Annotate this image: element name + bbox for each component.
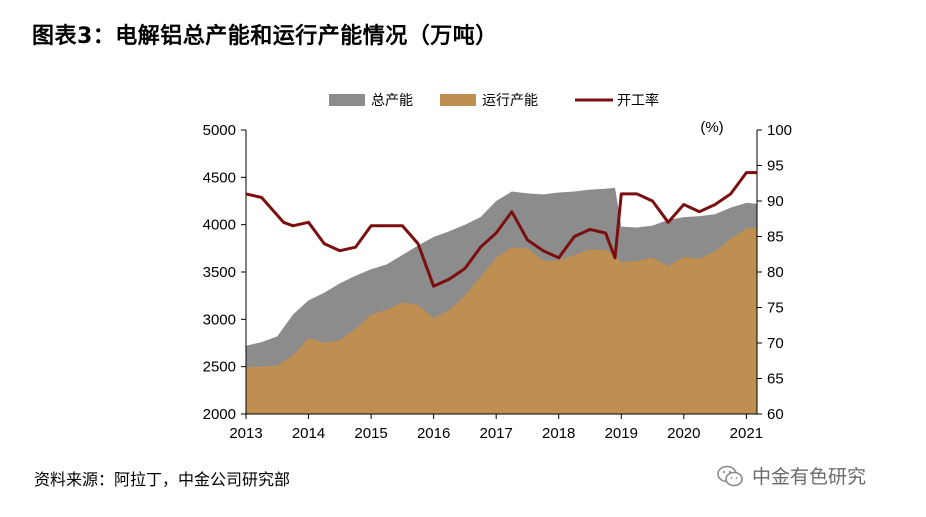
y-left-tick-label: 3000 <box>203 311 236 328</box>
x-tick-label: 2018 <box>542 425 575 442</box>
y-left-tick-label: 5000 <box>203 122 236 139</box>
x-tick-label: 2014 <box>292 425 325 442</box>
area-series-1 <box>246 227 757 414</box>
watermark-text: 中金有色研究 <box>752 466 867 488</box>
legend-swatch-1 <box>440 94 476 106</box>
y-right-tick-label: 60 <box>767 406 784 423</box>
x-tick-label: 2015 <box>354 425 387 442</box>
watermark: 中金有色研究 <box>716 462 866 489</box>
y-right-tick-label: 95 <box>767 158 784 175</box>
plot-areas <box>246 187 757 414</box>
y-right-tick-label: 70 <box>767 335 784 352</box>
y-right-tick-label: 85 <box>767 229 784 246</box>
y-left-tick-label: 4000 <box>203 217 236 234</box>
y-left-tick-label: 4500 <box>203 169 236 186</box>
x-tick-label: 2017 <box>479 425 512 442</box>
y-right-tick-label: 90 <box>767 193 784 210</box>
y-left-tick-label: 2000 <box>203 406 236 423</box>
x-tick-label: 2013 <box>229 425 262 442</box>
y-right-tick-label: 65 <box>767 371 784 388</box>
chart-title: 图表3：电解铝总产能和运行产能情况（万吨） <box>32 24 498 49</box>
x-tick-label: 2020 <box>667 425 700 442</box>
legend-label-0: 总产能 <box>371 93 413 109</box>
legend-label-1: 运行产能 <box>482 93 538 109</box>
x-tick-label: 2019 <box>605 425 638 442</box>
legend-label-2: 开工率 <box>617 92 659 109</box>
rate-line-layer <box>245 171 757 288</box>
x-tick-label: 2016 <box>417 425 450 442</box>
x-tick-label: 2021 <box>730 425 763 442</box>
y-right-tick-label: 100 <box>767 122 792 139</box>
y-right-tick-label: 80 <box>767 264 784 281</box>
legend: 总产能 运行产能 开工率 <box>329 92 659 109</box>
line-series-rate <box>245 171 757 288</box>
source-note: 资料来源：阿拉丁，中金公司研究部 <box>34 470 291 489</box>
y-left-tick-label: 2500 <box>203 359 236 376</box>
axes: 2000 2500 3000 3500 4000 4500 5000 60 65 70 75 80 85… <box>203 122 792 442</box>
y-left-tick-label: 3500 <box>203 264 236 281</box>
y2-unit-label: (%) <box>700 119 723 136</box>
legend-swatch-0 <box>329 94 365 106</box>
wechat-icon <box>717 465 743 486</box>
y-right-tick-label: 75 <box>767 300 784 317</box>
